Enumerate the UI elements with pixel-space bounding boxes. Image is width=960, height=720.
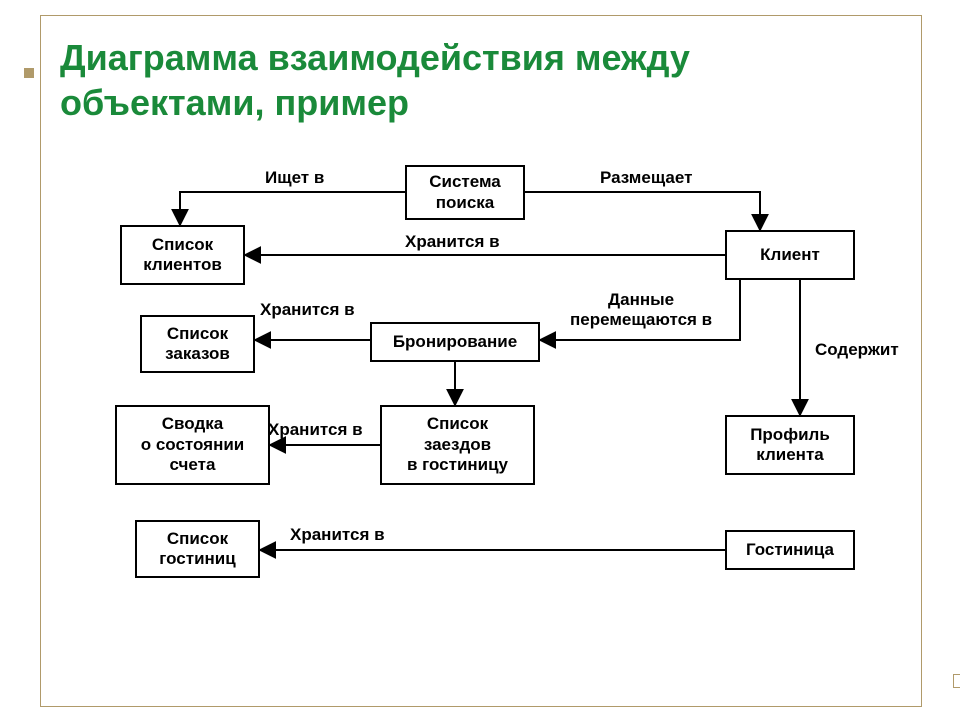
node-orders: Список заказов bbox=[140, 315, 255, 373]
node-search: Система поиска bbox=[405, 165, 525, 220]
edge-label: Хранится в bbox=[290, 525, 385, 545]
node-hotel: Гостиница bbox=[725, 530, 855, 570]
edge-label: Хранится в bbox=[260, 300, 355, 320]
node-hotels: Список гостиниц bbox=[135, 520, 260, 578]
interaction-diagram: Ищет в Размещает Хранится в Хранится в Данны… bbox=[60, 160, 910, 660]
title-bullet bbox=[24, 68, 34, 78]
slide-title: Диаграмма взаимодействия между объектами… bbox=[60, 35, 880, 125]
edge-label: Ищет в bbox=[265, 168, 324, 188]
edge-label: Размещает bbox=[600, 168, 692, 188]
edge-label: Хранится в bbox=[268, 420, 363, 440]
slide: Диаграмма взаимодействия между объектами… bbox=[0, 0, 960, 720]
node-clients: Список клиентов bbox=[120, 225, 245, 285]
node-summary: Сводка о состоянии счета bbox=[115, 405, 270, 485]
node-client: Клиент bbox=[725, 230, 855, 280]
edge bbox=[180, 192, 405, 225]
edge-label: Данные перемещаются в bbox=[570, 290, 712, 329]
node-booking: Бронирование bbox=[370, 322, 540, 362]
edge bbox=[525, 192, 760, 230]
frame-corner-marker bbox=[953, 674, 960, 688]
node-profile: Профиль клиента bbox=[725, 415, 855, 475]
edge-label: Содержит bbox=[815, 340, 899, 360]
node-checkins: Список заездов в гостиницу bbox=[380, 405, 535, 485]
edge-label: Хранится в bbox=[405, 232, 500, 252]
